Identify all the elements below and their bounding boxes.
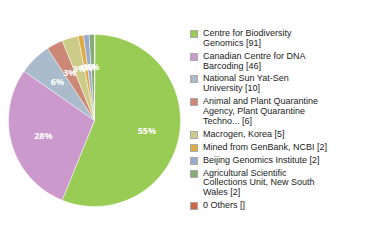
html-text:Canadian Centre for DNA Barcod: Canadian Centre for DNA Barcoding [46] (203, 50, 306, 71)
html-text:Animal and Plant Quarantine Ag: Animal and Plant Quarantine Agency, Plan… (203, 96, 319, 126)
svg-text:3%: 3% (63, 66, 77, 80)
svg-text:28%: 28% (34, 129, 52, 142)
svg-text:6%: 6% (51, 75, 64, 88)
html-text:Beijing Genomics Institute [2]: Beijing Genomics Institute [2] (203, 154, 320, 165)
html-text:Agricultural Scientific Collec: Agricultural Scientific Collections Unit… (203, 167, 315, 198)
html-text:Macrogen, Korea [5]: Macrogen, Korea [5] (203, 128, 285, 139)
html-text:Centre for Biodiversity Genomi: Centre for Biodiversity Genomics [91] (203, 27, 292, 48)
html-text:Mined from GenBank, NCBI [2]: Mined from GenBank, NCBI [2] (203, 141, 328, 152)
svg-text:55%: 55% (138, 124, 156, 137)
html-text:0 Others []: 0 Others [] (203, 200, 245, 211)
svg-text:1%: 1% (86, 60, 99, 73)
html-text:National Sun Yat-Sen Universit: National Sun Yat-Sen University [10] (203, 73, 289, 94)
